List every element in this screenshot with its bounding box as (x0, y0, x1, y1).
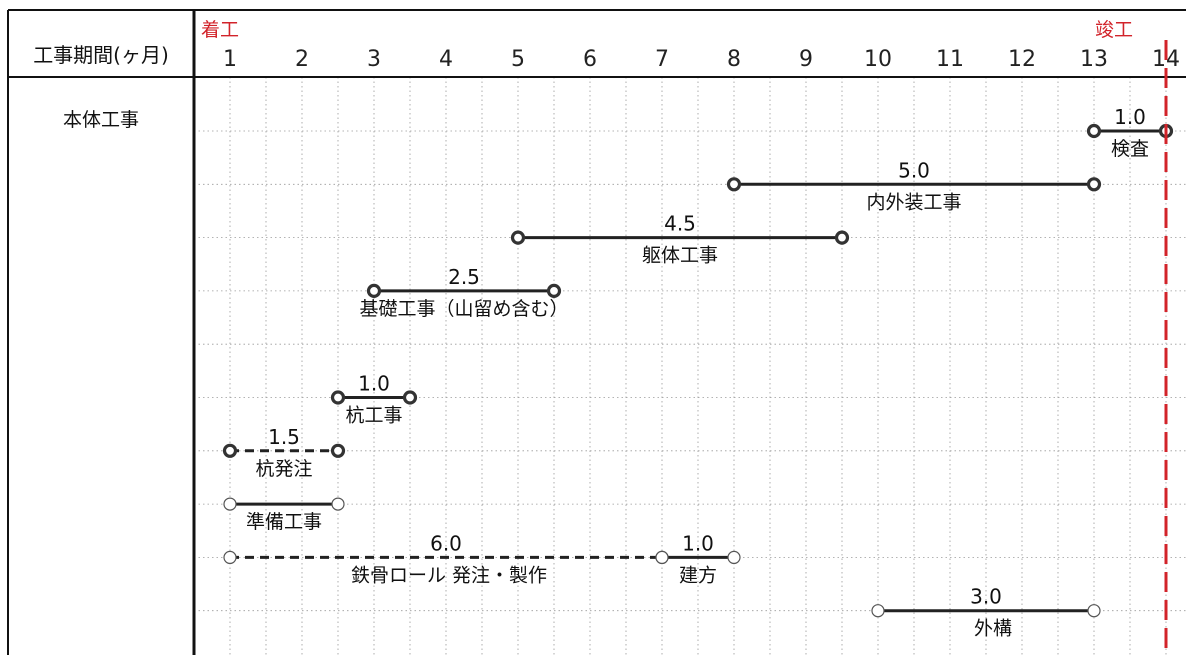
completion-label: 竣工 (1095, 19, 1133, 41)
month-label: 12 (1008, 47, 1036, 72)
task-bar: 1.0 検査 (1086, 105, 1174, 160)
task-duration: 6.0 (430, 531, 462, 555)
task-end-node (402, 390, 418, 405)
task-end-node (330, 443, 346, 458)
task-start-node (223, 497, 237, 511)
task-bar: 準備工事 (223, 497, 345, 533)
task-start-node (726, 177, 742, 192)
month-label: 8 (727, 47, 741, 72)
month-label: 10 (864, 47, 892, 72)
task-end-node (834, 230, 850, 245)
month-label: 13 (1080, 47, 1108, 72)
month-axis: 1 2 3 4 5 6 7 8 9 10 11 12 13 14 (223, 47, 1180, 72)
task-name: 杭発注 (255, 458, 312, 480)
month-label: 9 (799, 47, 813, 72)
task-bar: 2.5 基礎工事（山留め含む） (359, 265, 568, 320)
task-duration: 1.0 (358, 372, 390, 396)
task-bar: 1.0 杭工事 (330, 372, 418, 427)
task-name: 検査 (1111, 138, 1149, 160)
task-bar: 1.0 建方 (655, 531, 741, 586)
task-name: 杭工事 (345, 405, 402, 427)
month-label: 4 (439, 47, 453, 72)
month-label: 3 (367, 47, 381, 72)
task-name: 基礎工事（山留め含む） (359, 298, 568, 320)
month-label: 2 (295, 47, 309, 72)
task-duration: 4.5 (664, 212, 696, 236)
task-end-node (727, 550, 741, 565)
period-header-label: 工事期間(ヶ月) (33, 43, 169, 67)
task-start-node (1086, 123, 1102, 139)
task-name: 外構 (974, 618, 1012, 640)
category-label: 本体工事 (63, 109, 139, 131)
task-duration: 5.0 (898, 158, 930, 182)
task-name: 内外装工事 (866, 191, 961, 213)
task-name: 建方 (679, 564, 717, 586)
task-end-node (331, 497, 345, 511)
task-bar: 3.0 外構 (871, 585, 1101, 640)
task-bar: 5.0 内外装工事 (726, 158, 1102, 213)
task-duration: 1.5 (268, 425, 300, 449)
task-end-node (1086, 177, 1102, 192)
task-duration: 2.5 (448, 265, 480, 289)
task-end-node (1087, 604, 1101, 618)
month-label: 6 (583, 47, 597, 72)
task-duration: 1.0 (682, 531, 714, 555)
month-label: 1 (223, 47, 237, 72)
month-label: 7 (655, 47, 669, 72)
frame (7, 9, 1186, 655)
task-bars: 1.0 検査 5.0 内外装工事 4.5 躯体工事 2.5 基礎工事（山留め含む） 1.0 杭工事… (222, 105, 1174, 640)
task-name: 準備工事 (246, 511, 322, 533)
task-duration: 3.0 (970, 585, 1002, 609)
task-end-node (546, 283, 562, 298)
task-start-node (366, 283, 382, 298)
task-start-node (510, 230, 526, 245)
task-start-node (655, 550, 669, 565)
task-bar: 1.5 杭発注 (222, 425, 346, 480)
task-bar: 4.5 躯体工事 (510, 212, 850, 267)
month-label: 5 (511, 47, 525, 72)
month-label: 11 (936, 47, 964, 72)
task-name: 鉄骨ロール 発注・製作 (351, 564, 547, 586)
task-start-node (871, 604, 885, 618)
start-label: 着工 (201, 19, 239, 41)
task-start-node (330, 390, 346, 405)
task-duration: 1.0 (1114, 105, 1146, 129)
task-name: 躯体工事 (642, 245, 718, 267)
task-start-node (222, 443, 238, 458)
task-start-node (223, 550, 237, 565)
